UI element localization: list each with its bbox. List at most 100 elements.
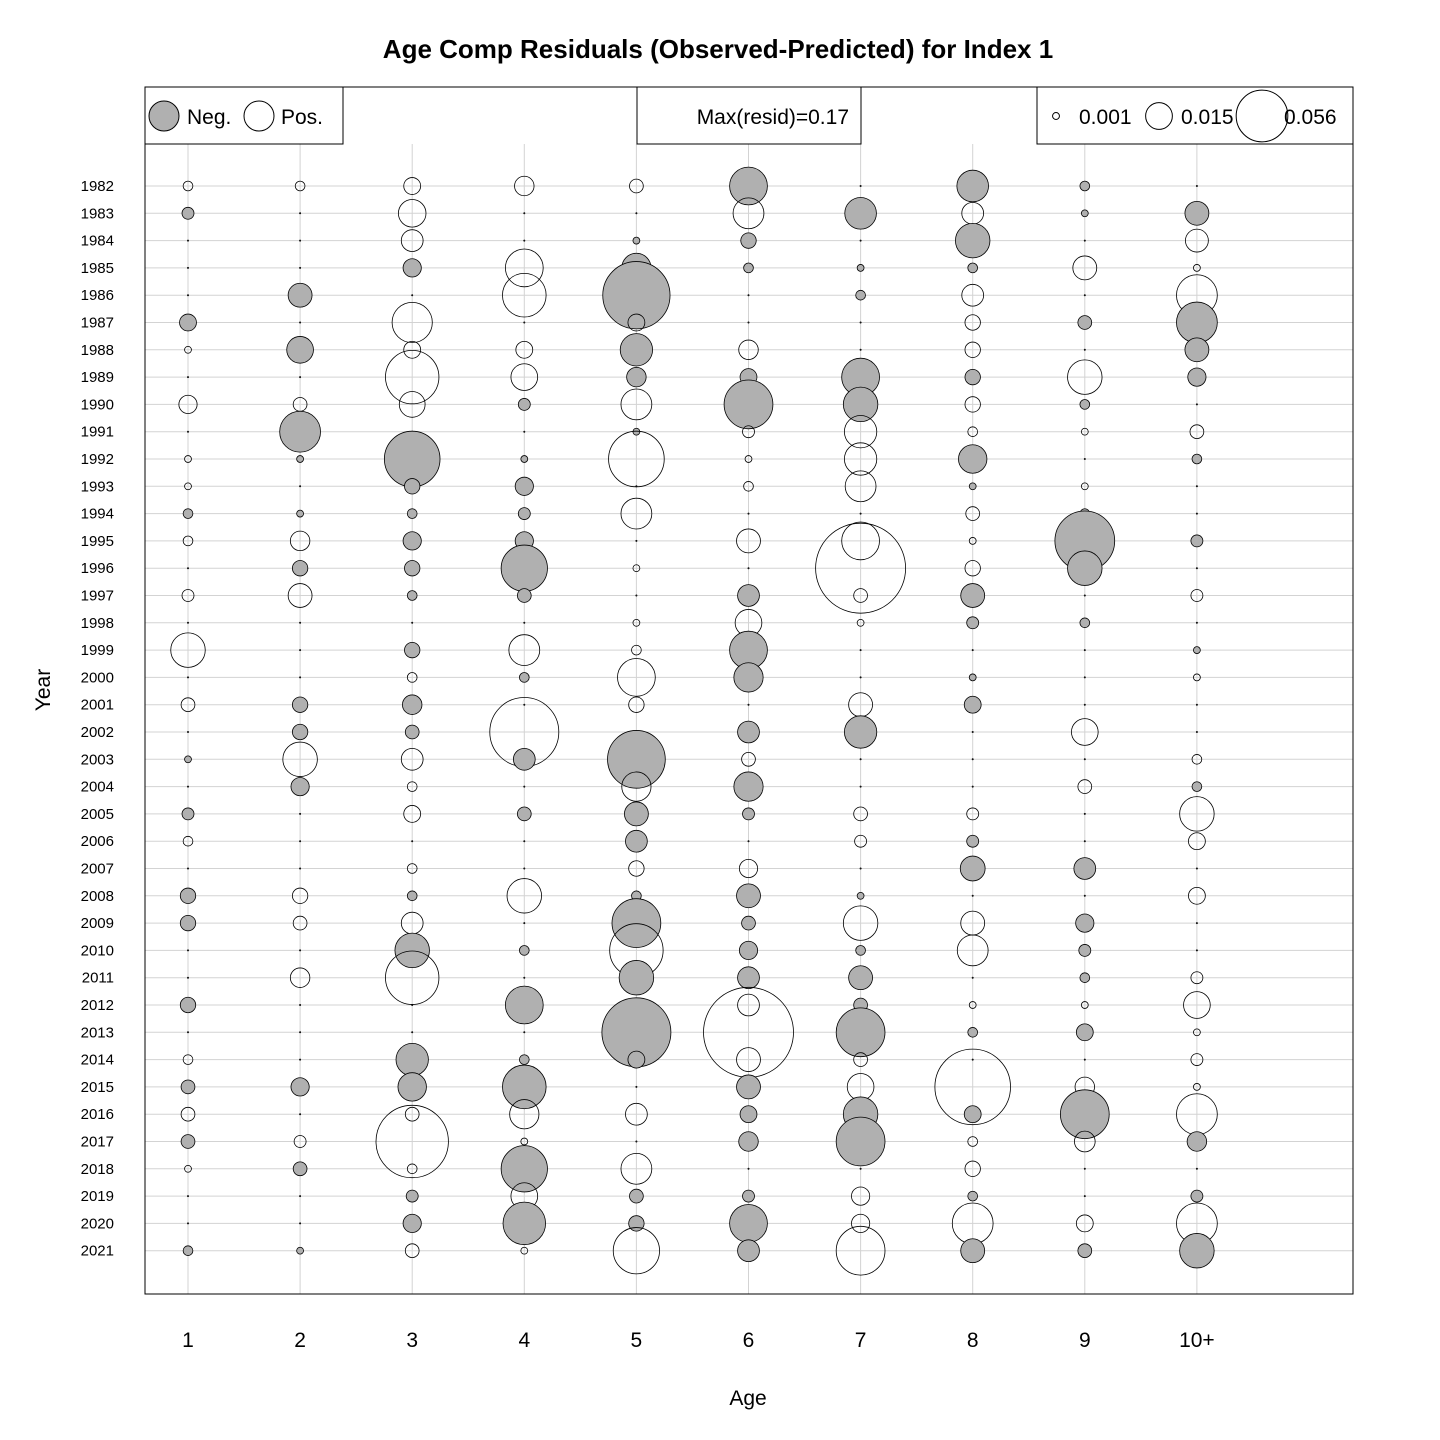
residual-bubble [835,1116,886,1167]
residual-bubble [1188,886,1206,905]
residual-bubble [403,177,422,195]
residual-bubble [523,922,526,925]
y-tick-label: 1993 [81,478,114,495]
residual-bubble [406,508,418,519]
y-tick-label: 2017 [81,1134,114,1151]
residual-bubble [961,201,985,225]
residual-bubble [1075,1214,1094,1233]
residual-bubble [299,621,302,624]
residual-bubble [629,178,644,194]
residual-bubble [512,747,536,771]
residual-bubble [964,396,981,413]
residual-bubble [520,1246,529,1255]
residual-bubble [404,641,421,659]
residual-bubble [286,336,314,364]
residual-bubble [299,266,302,269]
residual-bubble [737,993,760,1017]
residual-bubble [1190,971,1204,985]
x-tick-label: 9 [1079,1329,1091,1352]
residual-bubble [182,1245,194,1256]
legend-size-swatch-small [1052,112,1060,120]
residual-bubble [400,911,424,935]
y-tick-label: 2006 [81,833,114,850]
residual-bubble [747,703,750,706]
legend-size-box [1036,86,1354,145]
residual-bubble [608,430,665,488]
residual-bubble [1184,200,1210,226]
residual-bubble [964,368,981,386]
y-tick-label: 2020 [81,1215,114,1232]
residual-bubble [500,544,548,592]
residual-bubble [747,567,750,570]
residual-bubble [1176,1093,1218,1136]
residual-bubble [180,1079,196,1095]
residual-bubble [504,248,544,288]
residual-bubble [186,949,189,952]
residual-bubble [299,1113,302,1116]
residual-bubble [299,1222,302,1225]
residual-bubble [859,649,862,652]
x-tick-label: 1 [182,1329,194,1352]
residual-bubble [299,1195,302,1198]
legend-negative-swatch [148,100,180,132]
residual-bubble [182,535,194,547]
x-tick-label: 4 [518,1329,530,1352]
y-tick-label: 2015 [81,1079,114,1096]
residual-bubble [1195,567,1198,570]
residual-bubble [620,388,653,421]
residual-bubble [1195,949,1198,952]
residual-bubble [844,442,878,476]
residual-bubble [853,806,868,822]
residual-bubble [859,867,862,870]
residual-bubble [411,1031,414,1034]
residual-bubble [620,1152,653,1185]
residual-bubble [1190,1053,1204,1066]
residual-bubble [1077,315,1093,330]
residual-bubble [632,618,641,627]
residual-bubble [294,180,306,192]
y-tick-label: 1991 [81,424,114,441]
residual-bubble [523,239,526,242]
y-tick-label: 2013 [81,1024,114,1041]
residual-bubble [851,1186,871,1206]
residual-bubble [296,509,304,518]
residual-bubble [523,430,526,433]
residual-bubble [1079,180,1091,192]
residual-bubble [625,829,648,853]
residual-bubble [967,426,978,437]
residual-bubble [971,894,974,897]
residual-bubble [292,1161,308,1177]
y-tick-label: 1994 [81,506,114,523]
residual-bubble [635,1140,638,1143]
residual-bubble [299,812,302,815]
residual-bubble [385,349,440,405]
residual-bubble [391,301,433,344]
residual-bubble [612,1227,660,1275]
residual-bubble [402,694,423,715]
residual-bubble [856,264,865,272]
residual-bubble [624,801,649,827]
residual-bubble [851,1213,871,1233]
residual-bubble [523,212,526,215]
residual-bubble [1185,228,1209,253]
residual-bubble [186,266,189,269]
residual-bubble [375,1104,449,1179]
residual-bubble [502,1201,546,1246]
residual-bubble [1083,676,1086,679]
residual-bubble [747,1167,750,1170]
y-tick-label: 2018 [81,1161,114,1178]
residual-bubble [742,425,755,439]
residual-bubble [815,522,906,614]
residual-bubble [180,1134,196,1149]
residual-bubble [1079,399,1091,410]
residual-bubble [515,340,534,359]
residual-bubble [736,1074,761,1100]
residual-bubble [737,720,760,744]
residual-bubble [1193,264,1201,272]
residual-bubble [627,1050,646,1069]
residual-bubble [619,333,653,367]
residual-bubble [299,321,302,324]
residual-bubble [186,976,189,979]
residual-bubble [607,730,666,789]
residual-bubble [736,883,761,909]
